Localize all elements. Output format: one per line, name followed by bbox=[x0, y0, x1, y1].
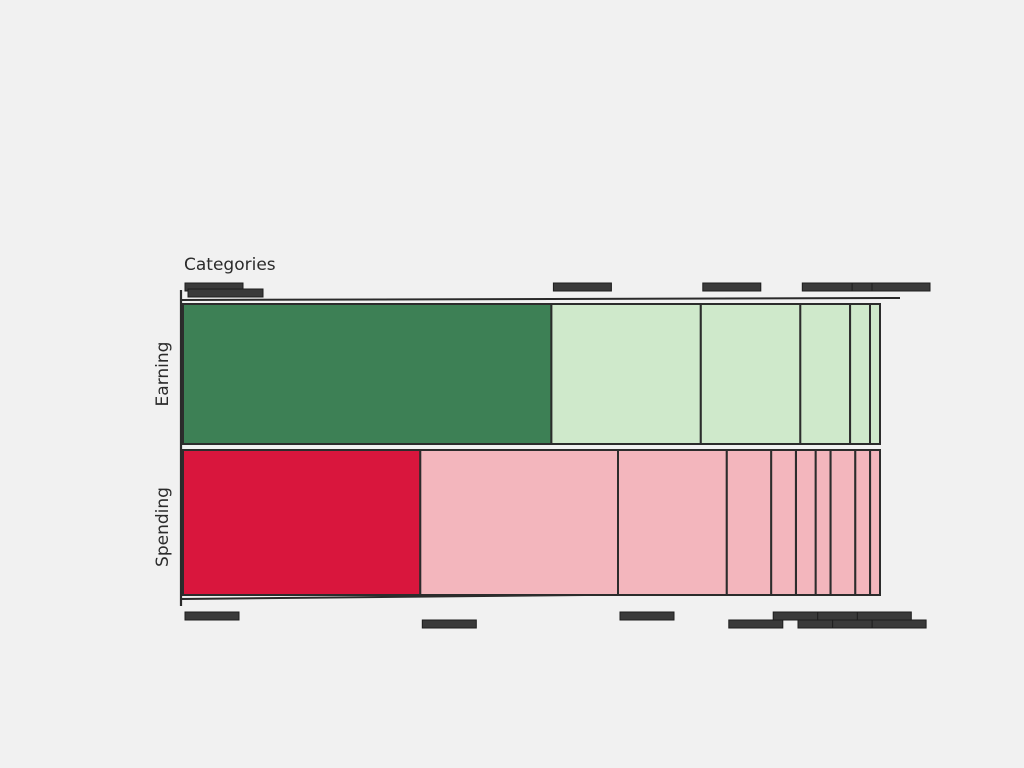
earning-row-label: Earning bbox=[153, 342, 173, 407]
bars-layer bbox=[182, 303, 881, 596]
categories-label-marker bbox=[187, 288, 264, 298]
earning-segment-3 bbox=[699, 303, 802, 445]
earning-segment-4 bbox=[799, 303, 852, 445]
labels-layer: Earning Spending bbox=[153, 282, 931, 629]
spending-segment-label-10 bbox=[871, 619, 927, 629]
spending-segment-label-1 bbox=[184, 611, 240, 621]
spending-row-label: Spending bbox=[153, 487, 173, 567]
top-axis-line bbox=[180, 297, 901, 301]
spending-segment-4 bbox=[725, 449, 773, 596]
spending-segment-7 bbox=[814, 449, 832, 596]
spending-segment-label-4 bbox=[728, 619, 784, 629]
spending-segment-3 bbox=[617, 449, 728, 596]
spending-segment-label-9 bbox=[856, 611, 912, 621]
earning-segment-label-3 bbox=[702, 282, 762, 292]
spending-segment-label-3 bbox=[619, 611, 675, 621]
earning-segment-2 bbox=[550, 303, 702, 445]
earning-segment-label-6 bbox=[871, 282, 931, 292]
spending-segment-5 bbox=[770, 449, 797, 596]
chart-title: Categories bbox=[184, 255, 276, 275]
spending-segment-10 bbox=[869, 449, 881, 596]
spending-segment-2 bbox=[419, 449, 619, 596]
earning-segment-label-2 bbox=[552, 282, 612, 292]
earning-segment-5 bbox=[849, 303, 871, 445]
spending-segment-6 bbox=[795, 449, 817, 596]
earning-segment-1 bbox=[182, 303, 553, 445]
spending-segment-label-2 bbox=[421, 619, 477, 629]
spending-segment-9 bbox=[854, 449, 872, 596]
earning-segment-6 bbox=[869, 303, 881, 445]
spending-segment-1 bbox=[182, 449, 422, 596]
spending-segment-8 bbox=[829, 449, 857, 596]
